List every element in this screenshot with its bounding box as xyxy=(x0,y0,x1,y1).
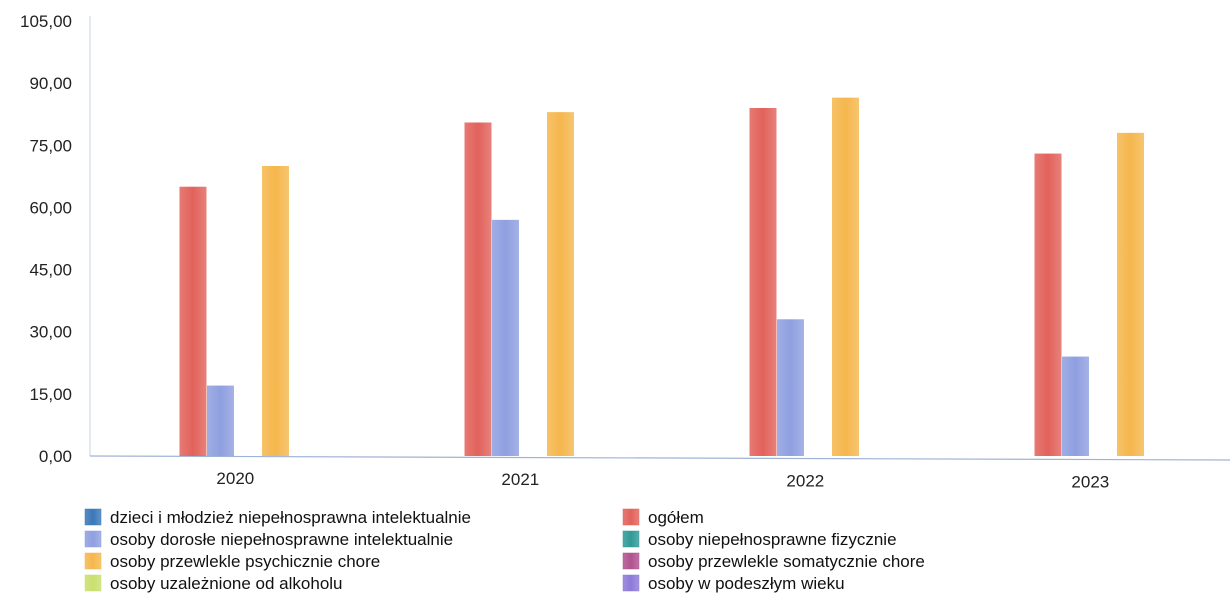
legend: dzieci i młodzież niepełnosprawna intele… xyxy=(84,508,925,593)
bar xyxy=(492,219,519,456)
x-tick-label: 2022 xyxy=(786,471,824,490)
y-tick-label: 60,00 xyxy=(29,198,72,217)
tick-labels: 0,00 15,00 30,00 45,00 60,00 75,00 90,00 105,00… xyxy=(20,12,1109,492)
bar xyxy=(179,186,207,456)
bar xyxy=(832,97,859,457)
legend-label: dzieci i młodzież niepełnosprawna intele… xyxy=(110,508,471,527)
y-tick-label: 0,00 xyxy=(39,447,72,466)
legend-label: osoby niepełnosprawne fizycznie xyxy=(648,530,897,549)
legend-label: osoby przewlekle psychicznie chore xyxy=(110,552,380,571)
y-tick-label: 45,00 xyxy=(29,261,72,280)
legend-swatch xyxy=(84,530,102,548)
bar xyxy=(1062,356,1089,456)
y-tick-label: 105,00 xyxy=(20,12,72,31)
legend-swatch xyxy=(84,552,102,570)
bar xyxy=(207,385,234,456)
axes xyxy=(89,16,1230,461)
legend-swatch xyxy=(84,508,102,526)
x-tick-label: 2020 xyxy=(216,469,254,488)
bar xyxy=(262,166,289,456)
bar xyxy=(547,112,574,457)
legend-swatch xyxy=(622,508,640,526)
bar xyxy=(749,108,777,456)
y-tick-label: 90,00 xyxy=(29,74,72,93)
legend-label: osoby uzależnione od alkoholu xyxy=(110,574,343,593)
x-tick-label: 2023 xyxy=(1071,473,1109,492)
legend-swatch xyxy=(622,552,640,570)
bar xyxy=(1117,132,1144,456)
y-tick-label: 30,00 xyxy=(29,323,72,342)
legend-swatch xyxy=(622,530,640,548)
legend-label: ogółem xyxy=(648,508,704,527)
legend-swatch xyxy=(622,574,640,592)
y-tick-label: 75,00 xyxy=(29,136,72,155)
bar xyxy=(777,319,804,456)
legend-label: osoby w podeszłym wieku xyxy=(648,574,845,593)
bar xyxy=(464,122,492,456)
y-tick-label: 15,00 xyxy=(29,385,72,404)
bars xyxy=(179,97,1144,457)
x-axis-line xyxy=(89,455,1230,461)
bar xyxy=(1034,153,1062,457)
legend-swatch xyxy=(84,574,102,592)
legend-label: osoby dorosłe niepełnosprawne intelektua… xyxy=(110,530,453,549)
x-tick-label: 2021 xyxy=(501,470,539,489)
legend-label: osoby przewlekle somatycznie chore xyxy=(648,552,925,571)
